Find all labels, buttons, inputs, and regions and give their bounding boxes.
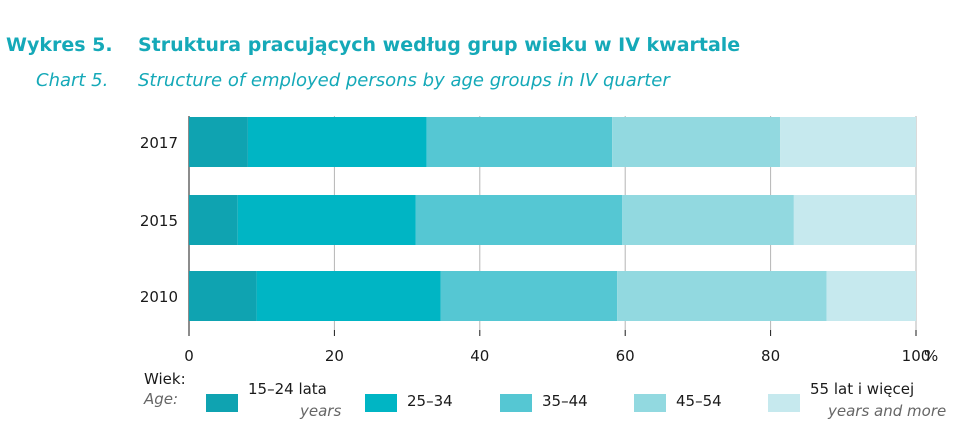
category-label: 2010 [140,288,178,306]
legend-swatch-35-44 [500,394,532,412]
legend-label-45-54: 45–54 [676,392,722,410]
legend-title-en: Age: [144,390,179,408]
legend-swatch-15-24 [206,394,238,412]
legend: Wiek: Age: 15–24 lata years 25–34 35–44 … [0,366,956,436]
bar-segment [189,271,257,321]
chart-title-pl-row: Wykres 5. Struktura pracujących według g… [0,34,956,62]
bar-segment [189,195,238,245]
x-tick-label: 0 [184,347,194,365]
bar-segment [780,117,916,167]
legend-label-35-44: 35–44 [542,392,588,410]
bar-segment [793,195,916,245]
x-tick-label: 100 [902,347,931,365]
legend-sub-15-24: years [300,402,342,420]
bar-segment [622,195,794,245]
bar-segment [612,117,781,167]
chart-number-pl: Wykres 5. [6,34,113,56]
category-label: 2017 [140,134,178,152]
x-tick-label: 40 [470,347,489,365]
category-label: 2015 [140,212,178,230]
bar-segment [617,271,827,321]
bar-segment [440,271,618,321]
bar-segment [247,117,427,167]
legend-swatch-55-plus [768,394,800,412]
bar-segment [826,271,916,321]
legend-sub-55-plus: years and more [828,402,947,420]
legend-label-15-24: 15–24 lata [248,380,327,398]
chart-title-pl: Struktura pracujących według grup wieku … [138,34,741,56]
bar-segment [189,117,248,167]
x-unit-label: % [924,347,938,365]
x-tick-label: 20 [325,347,344,365]
bar-segment [415,195,623,245]
chart-title-en-row: Chart 5. Structure of employed persons b… [0,70,956,96]
chart-number-en: Chart 5. [36,70,109,91]
bar-segment [237,195,416,245]
legend-label-25-34: 25–34 [407,392,453,410]
bar-segment [256,271,441,321]
x-tick-label: 60 [616,347,635,365]
bar-segment [426,117,613,167]
stacked-bar-chart: 2017 2015 2010 0 20 40 60 80 100% [140,116,938,365]
legend-swatch-25-34 [365,394,397,412]
legend-title-pl: Wiek: [144,370,186,388]
x-tick-label: 80 [761,347,780,365]
legend-label-55-plus: 55 lat i więcej [810,380,915,398]
chart-title-en: Structure of employed persons by age gro… [138,70,670,91]
legend-swatch-45-54 [634,394,666,412]
